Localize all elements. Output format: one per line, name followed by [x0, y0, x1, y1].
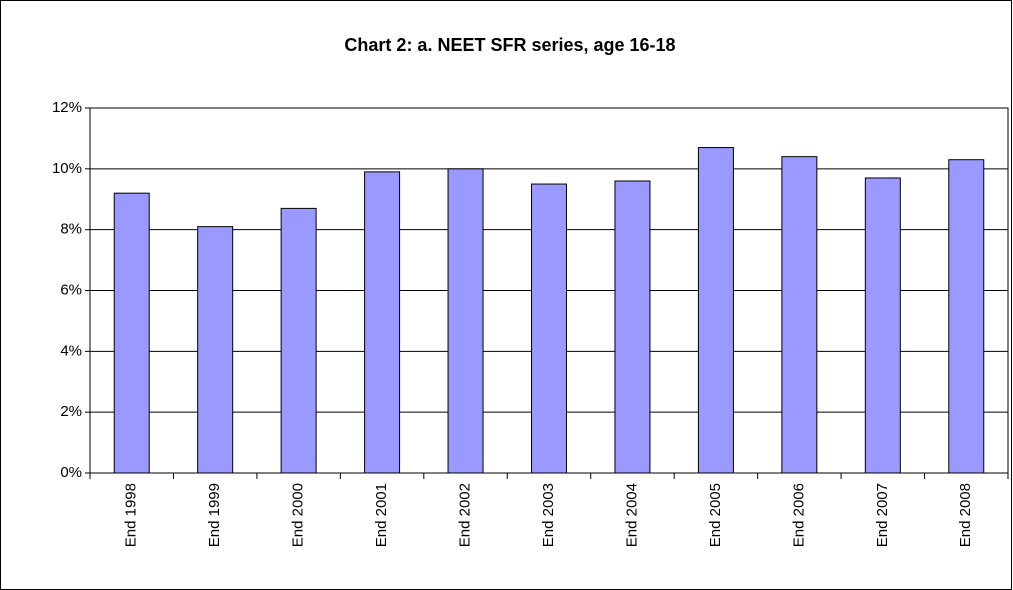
x-tick-label: End 2003 [540, 483, 557, 547]
bar [614, 180, 651, 474]
y-tick-label: 8% [60, 221, 82, 238]
chart-title: Chart 2: a. NEET SFR series, age 16-18 [344, 35, 675, 55]
x-tick-label: End 2007 [874, 483, 891, 547]
x-tick-label: End 1999 [206, 483, 223, 547]
x-tick-label: End 2008 [957, 483, 974, 547]
x-tick-label: End 2001 [373, 483, 390, 547]
y-tick-label: 0% [60, 464, 82, 481]
x-tick-label: End 2002 [457, 483, 474, 547]
x-tick-label: End 2000 [290, 483, 307, 547]
y-tick-label: 6% [60, 281, 82, 298]
bar [280, 207, 317, 474]
y-tick-label: 10% [52, 160, 82, 177]
x-tick-label: End 2005 [707, 483, 724, 547]
y-tick-label: 12% [52, 99, 82, 116]
x-tick-label: End 1998 [123, 483, 140, 547]
bar [197, 226, 234, 474]
x-tick-label: End 2004 [623, 483, 640, 547]
bar [781, 156, 818, 474]
bar [531, 183, 567, 474]
bar [697, 147, 734, 474]
y-tick-label: 4% [60, 342, 82, 359]
bar [447, 168, 484, 474]
bar [864, 177, 901, 474]
bar [364, 171, 401, 474]
y-tick-label: 2% [60, 403, 82, 420]
bar [948, 159, 985, 474]
bar [113, 192, 150, 474]
x-tick-label: End 2006 [790, 483, 807, 547]
